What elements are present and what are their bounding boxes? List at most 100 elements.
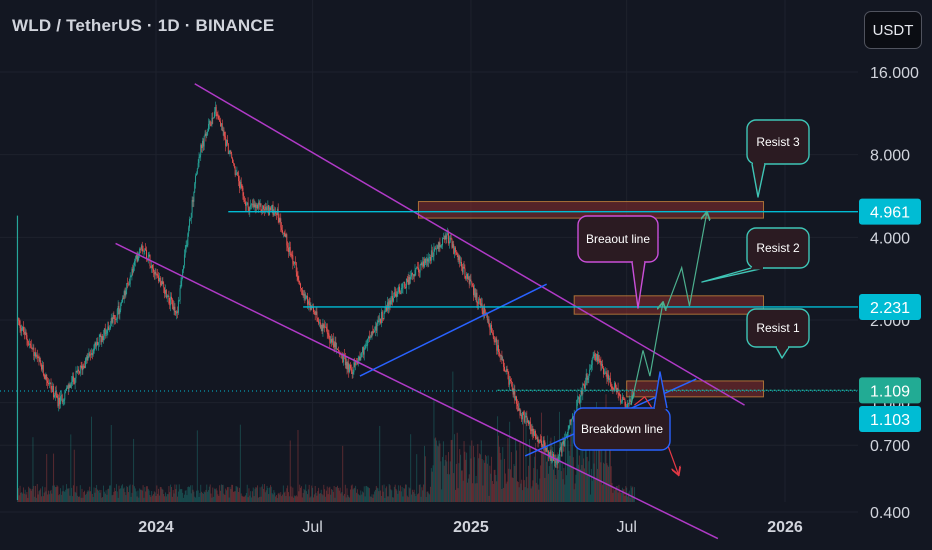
volume-bar	[29, 488, 31, 502]
price-axis[interactable]: 16.0008.0004.0002.0001.0000.7000.4004.96…	[859, 65, 921, 522]
volume-bar	[350, 485, 352, 502]
volume-bar	[114, 487, 116, 502]
candle-body	[590, 364, 592, 369]
currency-button[interactable]: USDT	[864, 11, 922, 49]
candle-body	[59, 397, 61, 405]
volume-bar	[342, 445, 344, 502]
candle-body	[167, 295, 169, 297]
candle-body	[513, 389, 515, 395]
time-axis[interactable]: 2024 Jul 2025 Jul 2026	[138, 519, 803, 536]
candle-body	[278, 217, 280, 223]
candle-body	[212, 117, 214, 119]
volume-bar	[397, 493, 399, 502]
volume-bar	[260, 496, 262, 502]
candle-body	[210, 124, 212, 126]
volume-bar	[123, 487, 125, 502]
candle-body	[113, 314, 115, 317]
volume-bar	[566, 431, 568, 502]
candle-body	[383, 312, 385, 320]
candle-body	[606, 373, 608, 379]
candle-body	[624, 399, 626, 406]
volume-bar	[164, 496, 166, 502]
volume-bar	[222, 484, 224, 502]
candle-body	[159, 277, 161, 282]
volume-bar	[43, 492, 45, 502]
callout-breakout-line: Breaout line	[577, 215, 659, 309]
candle-body	[100, 334, 102, 342]
volume-bar	[175, 489, 177, 502]
volume-bar	[396, 490, 398, 502]
volume-bar	[485, 454, 487, 502]
candle-body	[424, 258, 425, 267]
candle-body	[174, 306, 176, 313]
candle-body	[630, 401, 632, 403]
candle-body	[40, 360, 42, 365]
volume-bar	[213, 496, 215, 502]
volume-bar	[501, 489, 503, 502]
volume-bar	[235, 486, 237, 502]
volume-bar	[374, 491, 376, 502]
volume-bar	[38, 491, 40, 502]
volume-bar	[391, 490, 393, 502]
volume-bar	[368, 487, 369, 502]
volume-bar	[337, 485, 339, 502]
volume-bar	[431, 471, 433, 502]
volume-bar	[127, 487, 129, 502]
volume-bar	[197, 490, 199, 502]
candle-body	[543, 440, 545, 443]
candle-body	[161, 281, 163, 285]
volume-bar	[377, 488, 379, 502]
volume-bar	[206, 484, 208, 502]
candle-body	[461, 261, 462, 267]
callout-box	[577, 215, 659, 263]
volume-bar	[516, 481, 518, 502]
volume-bar	[531, 486, 533, 502]
volume-bar	[331, 489, 333, 502]
candle-body	[399, 286, 400, 293]
candle-body	[194, 183, 196, 193]
volume-bar	[535, 482, 537, 502]
volume-bar	[188, 486, 190, 502]
candle-body	[183, 265, 184, 270]
volume-bar	[239, 487, 240, 502]
volume-bar	[458, 463, 460, 502]
candle-body	[518, 408, 520, 411]
candle-body	[226, 140, 228, 146]
candle-body	[529, 421, 531, 430]
volume-bar	[452, 371, 454, 502]
candle-body	[218, 118, 220, 120]
candle-body	[103, 335, 104, 341]
candle-body	[467, 274, 468, 279]
candle-body	[366, 345, 368, 347]
candle-body	[510, 379, 511, 381]
volume-bar	[76, 486, 78, 502]
volume-bar	[380, 495, 382, 502]
volume-bar	[288, 496, 290, 502]
candle-body	[179, 288, 181, 300]
volume-bar	[194, 496, 196, 502]
candle-body	[618, 393, 620, 395]
candle-body	[177, 300, 179, 313]
volume-bar	[36, 484, 38, 502]
volume-bar	[521, 479, 523, 502]
volume-bar	[183, 497, 184, 502]
volume-bar	[277, 493, 279, 502]
candle-body	[58, 397, 60, 407]
volume-bar	[112, 494, 114, 502]
volume-bar	[106, 494, 108, 502]
candle-body	[324, 326, 326, 328]
volume-bar	[511, 477, 513, 502]
candle-body	[228, 151, 230, 154]
candle-body	[416, 266, 418, 269]
volume-bar	[311, 485, 313, 502]
candle-body	[205, 133, 207, 136]
candle-body	[75, 371, 77, 379]
candle-body	[563, 440, 565, 447]
candle-body	[337, 348, 339, 350]
candle-body	[296, 272, 298, 277]
candle-body	[170, 296, 172, 306]
candle-body	[263, 205, 265, 210]
callout-box	[573, 407, 671, 451]
volume-bar	[286, 488, 288, 502]
